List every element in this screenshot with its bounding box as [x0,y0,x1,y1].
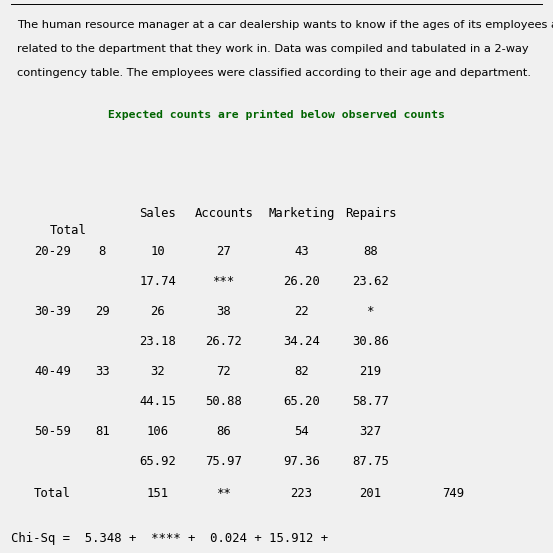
Text: 27: 27 [217,244,231,258]
Text: 22: 22 [294,305,309,318]
Text: 26: 26 [150,305,165,318]
Text: 327: 327 [359,425,382,438]
Text: 88: 88 [363,244,378,258]
Text: 30-39: 30-39 [34,305,71,318]
Text: 106: 106 [147,425,169,438]
Text: Accounts: Accounts [195,207,253,220]
Text: 72: 72 [217,365,231,378]
Text: 87.75: 87.75 [352,455,389,468]
Text: 23.18: 23.18 [139,335,176,348]
Text: Marketing: Marketing [268,207,335,220]
Text: 26.20: 26.20 [283,275,320,288]
Text: 44.15: 44.15 [139,395,176,408]
Text: The human resource manager at a car dealership wants to know if the ages of its : The human resource manager at a car deal… [17,20,553,30]
Text: 30.86: 30.86 [352,335,389,348]
Text: 749: 749 [442,487,465,500]
Text: ***: *** [213,275,235,288]
Text: related to the department that they work in. Data was compiled and tabulated in : related to the department that they work… [17,44,528,54]
Text: contingency table. The employees were classified according to their age and depa: contingency table. The employees were cl… [17,68,530,78]
Text: 40-49: 40-49 [34,365,71,378]
Text: 219: 219 [359,365,382,378]
Text: **: ** [217,487,231,500]
Text: 17.74: 17.74 [139,275,176,288]
Text: 82: 82 [294,365,309,378]
Text: 65.92: 65.92 [139,455,176,468]
Text: 20-29: 20-29 [34,244,71,258]
Text: 65.20: 65.20 [283,395,320,408]
Text: 43: 43 [294,244,309,258]
Text: 86: 86 [217,425,231,438]
Text: 151: 151 [147,487,169,500]
Text: 50-59: 50-59 [34,425,71,438]
Text: 10: 10 [150,244,165,258]
Text: 58.77: 58.77 [352,395,389,408]
Text: Total: Total [34,487,71,500]
Text: Repairs: Repairs [345,207,397,220]
Text: 8: 8 [98,244,106,258]
Text: 50.88: 50.88 [206,395,242,408]
Text: 223: 223 [290,487,312,500]
Text: 33: 33 [95,365,109,378]
Text: 38: 38 [217,305,231,318]
Text: 34.24: 34.24 [283,335,320,348]
Text: 97.36: 97.36 [283,455,320,468]
Text: *: * [367,305,374,318]
Text: Expected counts are printed below observed counts: Expected counts are printed below observ… [108,111,445,121]
Text: 29: 29 [95,305,109,318]
Text: Chi-Sq =  5.348 +  **** +  0.024 + 15.912 +: Chi-Sq = 5.348 + **** + 0.024 + 15.912 + [11,533,328,545]
Text: 201: 201 [359,487,382,500]
Text: 23.62: 23.62 [352,275,389,288]
Text: 54: 54 [294,425,309,438]
Text: 81: 81 [95,425,109,438]
Text: 75.97: 75.97 [206,455,242,468]
Text: Sales: Sales [139,207,176,220]
Text: Total: Total [50,224,87,237]
Text: 26.72: 26.72 [206,335,242,348]
Text: 32: 32 [150,365,165,378]
